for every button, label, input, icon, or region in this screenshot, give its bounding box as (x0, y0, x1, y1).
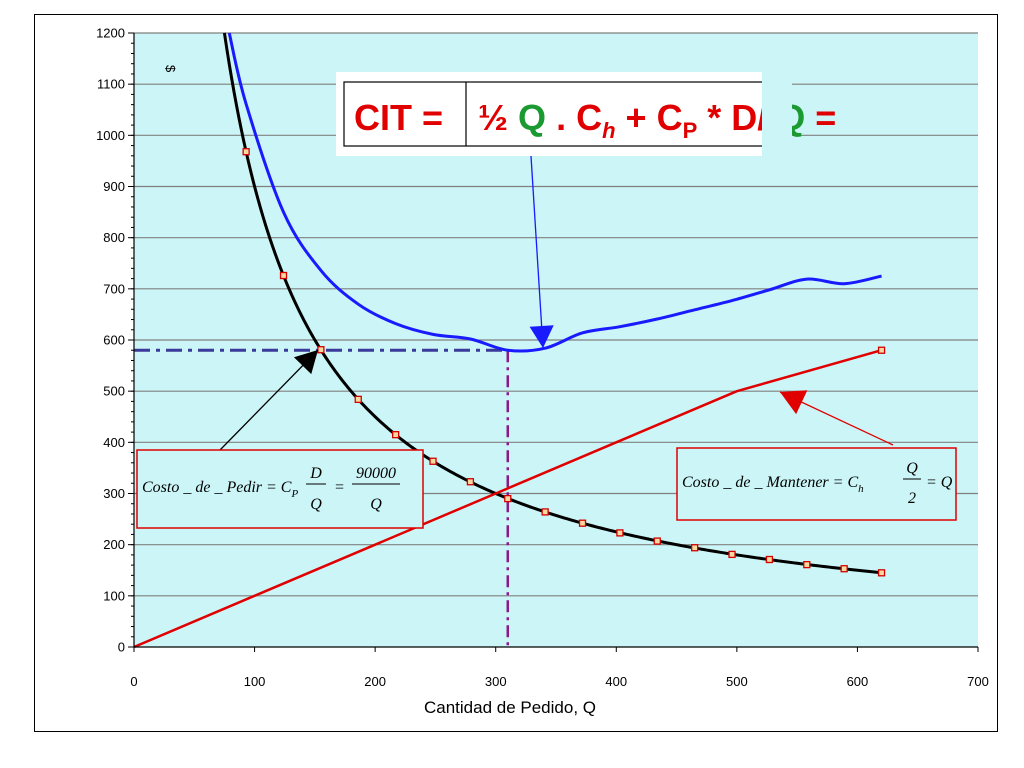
holding-cost-formula-box: Costo _ de _ Mantener = Ch Q 2 = Q (676, 447, 957, 521)
x-tick-label: 0 (130, 674, 137, 689)
y-tick-label: 1100 (97, 77, 125, 92)
cit-dot: . (546, 97, 576, 138)
y-tick-label: 0 (118, 640, 125, 655)
cit-cp: C (657, 97, 683, 138)
ordering-marker (504, 494, 512, 503)
holding-formula-rhs: = Q (926, 474, 953, 491)
cit-rhs: ½ Q . Ch + CP * D/ Q = (478, 97, 836, 143)
ordering-marker (653, 537, 661, 545)
ordering-equals: = (334, 479, 345, 496)
ordering-marker (466, 478, 475, 486)
total-cost-line (227, 32, 882, 353)
ordering-marker (354, 395, 362, 404)
x-tick-label: 700 (967, 674, 989, 689)
x-tick-label: 200 (364, 674, 386, 689)
ordering-marker (616, 529, 624, 537)
ordering-formula-sub: P (290, 488, 298, 500)
ordering-marker (429, 457, 437, 465)
holding-end-marker (877, 346, 886, 354)
holding-frac-den: 2 (908, 490, 916, 507)
cit-cp-sub: P (683, 118, 698, 143)
ordering-marker (242, 148, 250, 156)
ordering-marker (391, 431, 400, 439)
x-tick-label: 100 (244, 674, 266, 689)
cit-tail: = (805, 97, 836, 138)
x-tick-label: 500 (726, 674, 748, 689)
holding-cost-line (133, 349, 882, 649)
cit-to-minimum-arrow-head (529, 325, 554, 348)
annotation-arrows (219, 155, 894, 451)
ordering-marker (578, 519, 587, 527)
ordering-marker (728, 550, 736, 559)
optimum-guides (134, 348, 510, 647)
y-tick-label: 200 (103, 537, 125, 552)
tick-labels: 0100200300400500600700800900100011001200… (96, 26, 989, 690)
cit-half: ½ (478, 97, 508, 138)
ordering-frac2-num: 90000 (356, 465, 396, 482)
ordering-formula-lhs: Costo _ de _ Pedir = CP (142, 479, 298, 500)
ordering-marker (877, 569, 886, 577)
cit-plus: + (616, 97, 657, 138)
x-tick-label: 400 (605, 674, 627, 689)
ordering-frac2-den: Q (370, 496, 382, 513)
cit-lhs: CIT = (354, 97, 443, 138)
y-tick-label: 1000 (96, 128, 125, 143)
cit-ch-sub: h (602, 118, 615, 143)
ordering-frac1-num: D (309, 465, 322, 482)
y-tick-label: 300 (103, 486, 125, 501)
ordering-marker (803, 560, 811, 569)
ordering-marker (840, 565, 848, 573)
y-tick-label: 100 (103, 588, 125, 603)
x-tick-label: 300 (485, 674, 507, 689)
ordering-marker (317, 346, 325, 354)
y-tick-label: 800 (103, 230, 125, 245)
cit-q1: Q (518, 97, 546, 138)
holding-formula-sub: h (858, 483, 864, 495)
y-unit-label: $ (163, 65, 178, 73)
ordering-marker (691, 544, 699, 552)
y-tick-label: 700 (103, 281, 125, 296)
x-axis-title: Cantidad de Pedido, Q (424, 698, 596, 717)
ordering-formula-arrow-head (293, 350, 318, 375)
holding-formula-arrow-head (780, 390, 808, 415)
ordering-cost-formula-box: Costo _ de _ Pedir = CP D Q = 90000 Q (136, 449, 424, 529)
y-tick-label: 500 (103, 384, 125, 399)
cit-formula-box: CIT = ½ Q . Ch + CP * D/ Q = (336, 72, 836, 156)
axes (128, 32, 979, 652)
ordering-marker (765, 555, 774, 564)
y-tick-label: 400 (103, 435, 125, 450)
cit-to-minimum-arrow (530, 155, 544, 349)
ordering-marker (541, 508, 549, 516)
ordering-frac1-den: Q (310, 496, 322, 513)
cit-ch: C (576, 97, 602, 138)
ordering-marker (279, 271, 288, 280)
y-tick-label: 600 (103, 333, 125, 348)
y-tick-label: 1200 (96, 26, 125, 41)
ordering-formula-arrow (219, 349, 319, 451)
ordering-markers (242, 148, 886, 577)
x-tick-label: 600 (847, 674, 869, 689)
y-tick-label: 900 (103, 179, 125, 194)
holding-formula-lhs: Costo _ de _ Mantener = Ch (682, 474, 864, 495)
holding-frac-num: Q (906, 460, 918, 477)
